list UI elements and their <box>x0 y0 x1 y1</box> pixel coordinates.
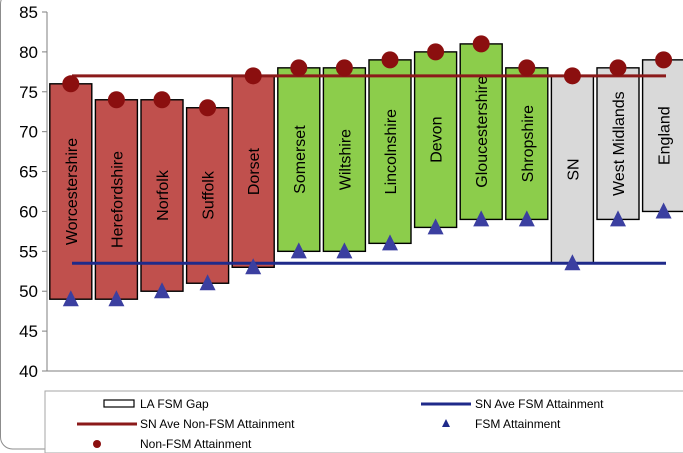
gap-bar <box>550 75 595 265</box>
category-label: Norfolk <box>155 169 172 221</box>
fsm-marker <box>518 210 535 227</box>
category-label: SN <box>565 158 582 180</box>
category-label: Gloucestershire <box>474 76 491 188</box>
legend-sn-fsm-label: SN Ave FSM Attainment <box>475 397 604 411</box>
non-fsm-marker <box>107 91 125 109</box>
gap-bar <box>231 75 275 268</box>
category-label: Suffolk <box>201 170 218 220</box>
category-label: Herefordshire <box>109 151 126 248</box>
non-fsm-marker <box>153 91 171 109</box>
y-tick-label: 60 <box>19 202 38 221</box>
non-fsm-marker <box>563 67 581 85</box>
non-fsm-marker <box>199 99 217 117</box>
non-fsm-marker <box>62 75 80 93</box>
category-label: Dorset <box>246 147 263 195</box>
legend-sn-nonfsm-label: SN Ave Non-FSM Attainment <box>140 417 295 431</box>
fsm-marker <box>290 242 307 259</box>
y-tick-label: 55 <box>19 242 38 261</box>
category-label: England <box>657 106 674 165</box>
markers <box>62 35 673 307</box>
category-label: Worcestershire <box>64 138 81 245</box>
non-fsm-marker <box>427 43 445 61</box>
y-tick-label: 45 <box>19 322 38 341</box>
fsm-marker <box>382 234 398 251</box>
category-label: Shropshire <box>520 105 537 182</box>
fsm-marker <box>610 210 626 227</box>
non-fsm-marker <box>381 51 399 69</box>
fsm-marker <box>245 258 262 275</box>
non-fsm-marker <box>472 35 490 53</box>
non-fsm-marker <box>335 59 353 77</box>
y-axis-ticks: 40 45 50 55 60 65 70 75 80 85 <box>19 3 47 381</box>
category-label: West Midlands <box>611 91 628 196</box>
gap-bar <box>322 67 367 253</box>
gap-bar <box>185 107 230 284</box>
category-label: Devon <box>429 117 446 163</box>
fsm-marker <box>62 290 79 307</box>
legend-nonfsm-label: Non-FSM Attainment <box>140 437 252 451</box>
fsm-marker <box>108 290 125 307</box>
y-tick-label: 70 <box>19 123 38 142</box>
category-label: Wiltshire <box>337 129 354 190</box>
legend: LA FSM Gap SN Ave FSM Attainment SN Ave … <box>44 390 683 453</box>
legend-gap-swatch <box>103 399 135 408</box>
fsm-marker <box>336 242 353 259</box>
legend-box <box>44 390 683 453</box>
non-fsm-marker <box>655 51 673 69</box>
y-tick-label: 75 <box>19 83 38 102</box>
y-tick-label: 85 <box>19 3 38 22</box>
fsm-marker <box>564 254 581 271</box>
category-label: Lincolnshire <box>383 109 400 194</box>
fsm-marker <box>199 274 216 291</box>
non-fsm-marker <box>290 59 308 77</box>
legend-fsm-marker <box>442 419 450 427</box>
legend-fsm-label: FSM Attainment <box>475 417 561 431</box>
gap-bar <box>596 67 640 221</box>
category-label: Somerset <box>292 125 309 194</box>
non-fsm-marker <box>244 67 262 85</box>
plot-area: 40 45 50 55 60 65 70 75 80 85 Worcestershire Heref… <box>19 3 683 381</box>
non-fsm-marker <box>518 59 536 77</box>
gap-bar <box>413 51 458 229</box>
gap-bars: Worcestershire Herefordshire Norfolk Suffol… <box>49 43 683 300</box>
fsm-marker <box>427 218 444 235</box>
y-tick-label: 50 <box>19 282 38 301</box>
non-fsm-marker <box>609 59 627 77</box>
gap-bar <box>641 59 683 213</box>
fsm-marker <box>473 210 490 227</box>
y-tick-label: 40 <box>19 362 38 381</box>
legend-nonfsm-marker <box>93 440 101 448</box>
legend-gap-label: LA FSM Gap <box>140 397 209 411</box>
y-tick-label: 80 <box>19 43 38 62</box>
fsm-marker <box>154 282 170 299</box>
fsm-marker <box>655 202 672 219</box>
y-tick-label: 65 <box>19 163 38 182</box>
